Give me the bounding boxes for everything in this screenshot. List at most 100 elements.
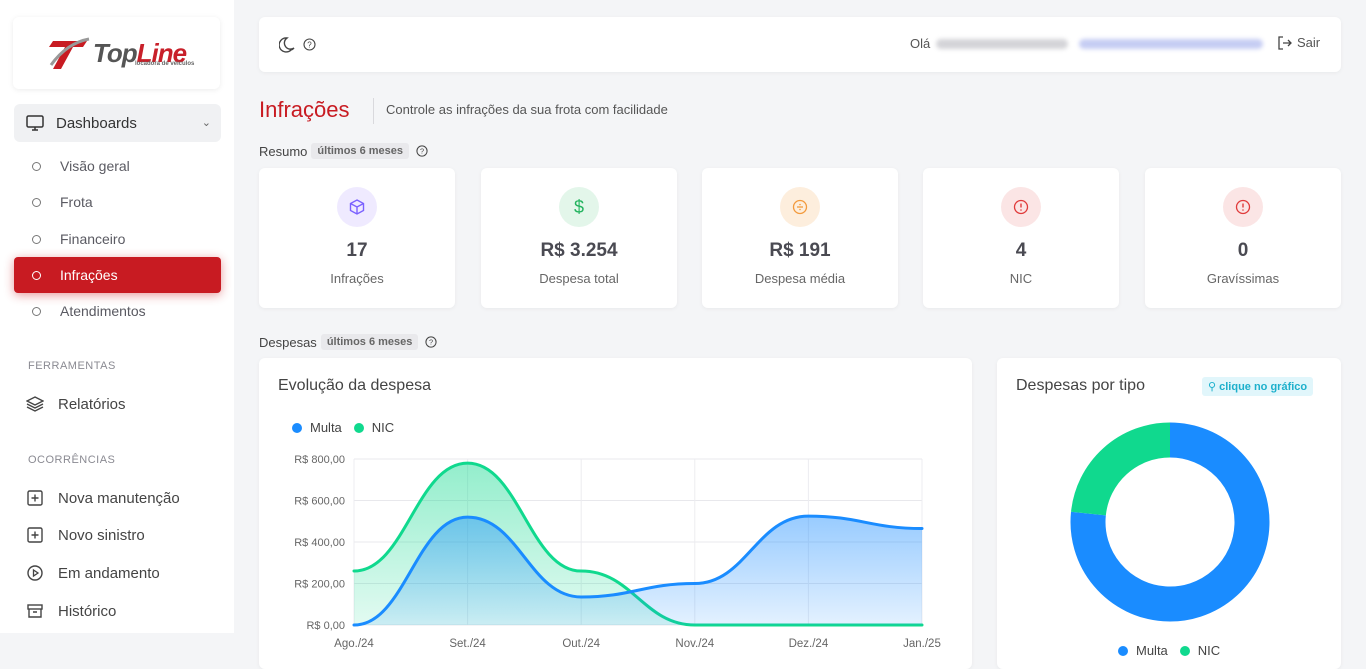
circle-icon: [32, 197, 41, 207]
card-label: Gravíssimas: [1206, 271, 1280, 286]
nav-dashboards-label: Dashboards: [56, 114, 137, 132]
logo[interactable]: TopLine locadora de veículos: [13, 17, 220, 89]
layers-icon: [26, 396, 44, 412]
card-value: 0: [1237, 240, 1249, 261]
title-divider: [373, 98, 374, 124]
logo-text: TopLine: [92, 37, 187, 68]
cube-icon: [337, 187, 377, 227]
x-tick-label: Dez./24: [789, 638, 829, 650]
chart-legend: Multa NIC: [292, 420, 394, 435]
sidebar-item-label: Atendimentos: [60, 303, 146, 319]
panel-title: Despesas por tipo: [1016, 377, 1145, 394]
expenses-by-type-panel: Despesas por tipo ⚲ clique no gráfico Mu…: [997, 358, 1341, 669]
card-infracoes: 17 Infrações: [259, 168, 455, 308]
help-icon[interactable]: ?: [425, 336, 437, 348]
expenses-period-badge: últimos 6 meses: [320, 334, 419, 350]
dollar-icon: $: [559, 187, 599, 227]
nav-dashboards[interactable]: Dashboards ⌄: [14, 104, 221, 142]
page-subtitle: Controle as infrações da sua frota com f…: [386, 102, 668, 117]
card-value: 17: [346, 240, 368, 261]
donut-slice-multa[interactable]: [1070, 422, 1270, 622]
card-label: Despesa total: [539, 271, 619, 286]
x-tick-label: Jan./25: [903, 638, 941, 650]
click-hint-text: clique no gráfico: [1219, 381, 1308, 393]
divide-icon: [780, 187, 820, 227]
svg-text:?: ?: [429, 338, 433, 347]
alert-icon: [1223, 187, 1263, 227]
user-name-redacted: [936, 39, 1068, 49]
chevron-down-icon: ⌄: [201, 117, 211, 129]
x-tick-label: Nov./24: [675, 638, 714, 650]
sidebar-item-novo-sinistro[interactable]: Novo sinistro: [26, 520, 145, 550]
help-icon[interactable]: ?: [416, 145, 428, 157]
card-label: Despesa média: [754, 271, 846, 286]
summary-period-badge: últimos 6 meses: [311, 143, 410, 159]
expenses-label: Despesas: [259, 334, 317, 350]
series-line-multa[interactable]: [352, 514, 924, 627]
legend-label-multa[interactable]: Multa: [1136, 643, 1168, 658]
y-tick-label: R$ 400,00: [294, 537, 345, 549]
logout-label: Sair: [1297, 35, 1321, 50]
sidebar-item-label: Novo sinistro: [58, 526, 145, 544]
circle-icon: [32, 161, 41, 171]
card-nic: 4 NIC: [923, 168, 1119, 308]
circle-icon: [32, 234, 41, 244]
legend-label-nic[interactable]: NIC: [371, 420, 395, 435]
play-circle-icon: [27, 565, 43, 581]
sidebar-item-label: Financeiro: [60, 231, 126, 247]
legend-marker-nic: [1179, 645, 1190, 656]
area-chart[interactable]: R$ 0,00 R$ 200,00 R$ 400,00 R$ 600,00 R$ 800…: [259, 358, 972, 669]
moon-icon[interactable]: [279, 36, 297, 54]
sidebar-item-financeiro[interactable]: Financeiro: [14, 221, 221, 257]
y-tick-label: R$ 600,00: [294, 496, 345, 508]
logout-button[interactable]: Sair: [1277, 35, 1320, 50]
summary-header: Resumo últimos 6 meses ?: [259, 143, 428, 159]
summary-label: Resumo: [259, 143, 308, 159]
sidebar-item-relatorios[interactable]: Relatórios: [26, 389, 126, 419]
plus-square-icon: [27, 527, 43, 543]
legend-marker-multa: [292, 422, 302, 433]
svg-text:?: ?: [420, 147, 424, 156]
donut-chart[interactable]: [997, 358, 1341, 669]
y-tick-label: R$ 200,00: [294, 579, 345, 591]
archive-icon: [27, 604, 43, 618]
svg-text:?: ?: [307, 40, 312, 49]
legend-label-nic[interactable]: NIC: [1197, 643, 1221, 658]
logo-mark-icon: [48, 37, 90, 69]
plus-square-icon: [27, 490, 43, 506]
sidebar-item-historico[interactable]: Histórico: [26, 596, 116, 626]
sidebar-item-visao-geral[interactable]: Visão geral: [14, 148, 221, 184]
card-despesa-media: R$ 191 Despesa média: [702, 168, 898, 308]
series-area-multa[interactable]: [354, 516, 922, 625]
x-tick-label: Out./24: [562, 638, 600, 650]
page-title: Infrações: [259, 97, 350, 122]
sidebar-item-atendimentos[interactable]: Atendimentos: [14, 293, 221, 329]
card-value: R$ 3.254: [540, 240, 618, 261]
sidebar-item-nova-manutencao[interactable]: Nova manutenção: [26, 483, 180, 513]
sidebar-item-label: Visão geral: [60, 158, 130, 174]
donut-legend: Multa NIC: [1118, 643, 1220, 658]
legend-marker-multa: [1118, 645, 1128, 656]
sidebar-item-infracoes[interactable]: Infrações: [14, 257, 221, 293]
expense-evolution-panel: Evolução da despesa Multa NIC R$ 0,00 R$ …: [259, 358, 972, 669]
logout-icon: [1278, 35, 1292, 50]
sidebar-item-label: Nova manutenção: [58, 489, 180, 507]
x-tick-label: Set./24: [449, 638, 486, 650]
user-email-redacted: [1079, 39, 1263, 49]
sidebar: TopLine locadora de veículos Dashboards …: [0, 0, 234, 633]
donut-slice-nic[interactable]: [1071, 422, 1171, 517]
sidebar-item-em-andamento[interactable]: Em andamento: [26, 558, 160, 588]
card-label: NIC: [1009, 271, 1033, 286]
legend-label-multa[interactable]: Multa: [310, 420, 342, 435]
sidebar-item-label: Histórico: [58, 602, 117, 620]
sidebar-item-label: Relatórios: [58, 395, 126, 413]
alert-icon: [1001, 187, 1041, 227]
sidebar-item-frota[interactable]: Frota: [14, 184, 221, 220]
card-label: Infrações: [330, 271, 384, 286]
zoom-icon: ⚲: [1208, 381, 1217, 393]
y-tick-label: R$ 800,00: [294, 454, 345, 466]
help-icon[interactable]: ?: [303, 38, 316, 51]
top-bar: ? Olá Sair: [259, 17, 1341, 72]
card-value: 4: [1015, 240, 1027, 261]
greeting-text: Olá: [910, 36, 931, 51]
